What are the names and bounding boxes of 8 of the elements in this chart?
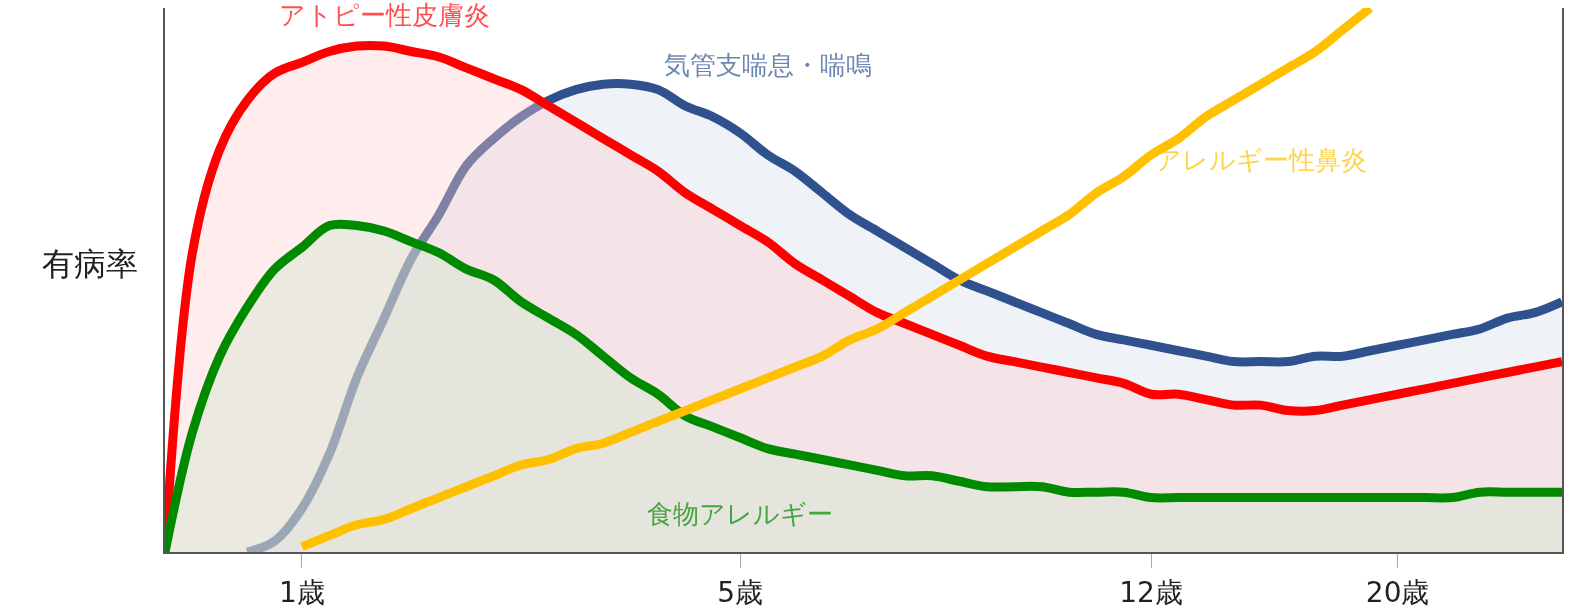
series-label: 食物アレルギー [647,499,833,529]
x-tick-label: 1歳 [279,575,325,609]
y-axis-title: 有病率 [42,245,138,283]
series-label: 気管支喘息・喘鳴 [664,50,872,80]
x-tick-label: 12歳 [1119,575,1183,609]
x-tick-label: 5歳 [717,575,764,609]
x-tick-label: 20歳 [1365,575,1430,609]
series-label: アトピー性皮膚炎 [279,0,490,30]
